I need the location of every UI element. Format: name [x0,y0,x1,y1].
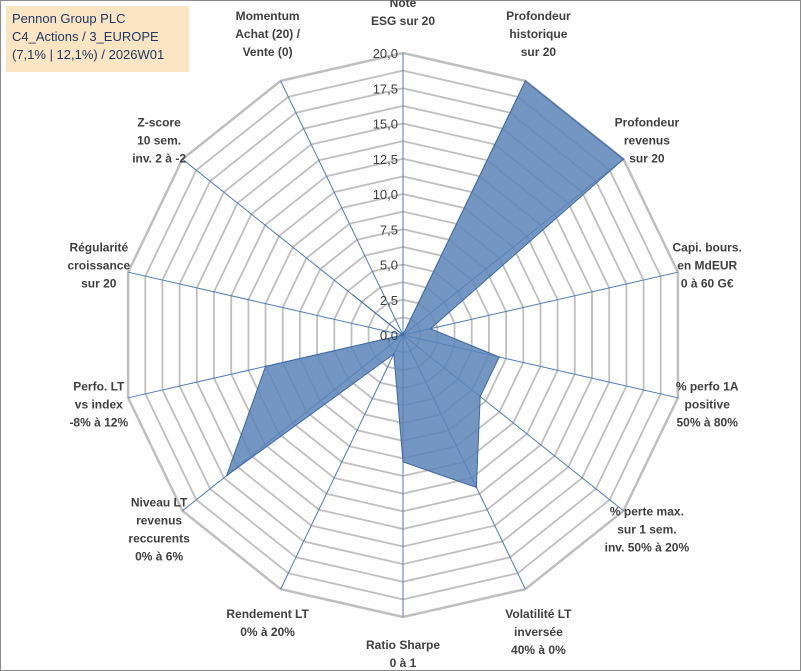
category-label-line: revenus [624,134,670,148]
tick-label: 2,5 [380,293,398,308]
category-label-line: Rendement LT [226,607,309,621]
tick-label: 7,5 [380,222,398,237]
category-label-line: ESG sur 20 [371,14,435,28]
data-point [225,474,228,477]
tick-label: 17,5 [373,81,398,96]
category-label: Momentum Achat (20) / Vente (0) [235,9,300,59]
series-area [225,80,625,489]
category-label-line: % perte max. [610,505,684,519]
data-point [393,353,395,355]
category-label-line: Z-score [137,116,181,130]
tick-label: 20,0 [373,46,398,61]
category-label-line: Capi. bours. [673,241,742,255]
category-label-line: vs index [75,397,123,411]
category-label-line: Achat (20) / [235,27,300,41]
category-label-line: 0 à 60 G€ [681,277,734,291]
axis-spoke [127,271,404,336]
data-point [352,294,355,297]
data-point [402,461,404,463]
category-label: % perfo 1A positive 50% à 80% [676,379,739,429]
category-label-line: sur 20 [81,277,117,291]
title-line-1: Pennon Group PLC [12,11,126,26]
data-point [475,486,478,489]
category-label-line: positive [685,397,731,411]
category-label-line: Profondeur [506,9,571,23]
axis-spoke [402,271,679,336]
category-label-line: reccurents [128,532,190,546]
category-label-line: Volatilité LT [505,607,572,621]
category-label-line: sur 20 [629,152,665,166]
category-label: Niveau LT revenus reccurents 0% à 6% [128,496,190,564]
data-point [498,356,501,358]
title-line-3: (7,1% | 12,1%) / 2026W01 [12,47,165,62]
category-label: Volatilité LT inversée 40% à 0% [505,607,572,657]
tick-label: 15,0 [373,117,398,132]
category-label-line: Profondeur [615,116,680,130]
title-line-2: C4_Actions / 3_EUROPE [12,29,159,44]
data-point [429,327,432,330]
category-label-line: 0% à 20% [240,625,295,639]
category-label-line: 10 sem. [137,134,181,148]
category-label: Rendement LT 0% à 20% [226,607,309,639]
series-layer [225,80,625,489]
category-label: Profondeur historique sur 20 [506,9,571,59]
category-label: % perte max. sur 1 sem. inv. 50% à 20% [605,505,690,555]
category-label-line: Niveau LT [131,496,188,510]
axis-spoke [280,80,404,336]
chart-title-box: Pennon Group PLC C4_Actions / 3_EUROPE (… [6,6,189,72]
category-label-line: 0 à 1 [390,656,417,670]
category-label: Ratio Sharpe 0 à 1 [366,638,440,670]
category-label-line: Perfo. LT [73,379,125,393]
tick-label: 5,0 [380,258,398,273]
axis-spoke [280,334,404,590]
category-label: Régularité croissance sur 20 [67,241,130,291]
category-label-line: sur 20 [521,45,557,59]
category-label-line: Note [390,0,417,10]
category-label-line: Régularité [69,241,128,255]
category-label-line: 0% à 6% [135,550,183,564]
category-label-line: 40% à 0% [511,643,566,657]
category-label: Profondeur revenus sur 20 [615,116,680,166]
tick-label: 10,0 [373,187,398,202]
data-point [402,334,404,336]
data-point [524,80,527,82]
category-label-line: inv. 50% à 20% [605,541,690,555]
tick-label: 12,5 [373,152,398,167]
category-label-line: sur 1 sem. [617,523,676,537]
category-label-line: 50% à 80% [677,415,739,429]
category-label-line: -8% à 12% [69,415,128,429]
category-label: Perfo. LT vs index -8% à 12% [69,379,128,429]
category-label: Z-score 10 sem. inv. 2 à -2 [132,116,186,166]
category-label-line: Momentum [236,9,300,23]
category-label-line: revenus [136,514,182,528]
category-label: Capi. bours. en MdEUR 0 à 60 G€ [673,241,742,291]
tick-labels: 0,0 2,5 5,0 7,5 10,0 12,5 15,0 17,5 20,0 [373,46,398,343]
category-label-line: en MdEUR [677,259,737,273]
category-labels: Note ESG sur 20 Profondeur historique sur 20… [67,0,741,670]
category-label-line: croissance [67,259,130,273]
category-label: Note ESG sur 20 [371,0,435,28]
data-point [264,365,267,368]
data-point [622,158,625,160]
category-label-line: Vente (0) [243,45,293,59]
data-point [479,395,482,398]
category-label-line: % perfo 1A [676,379,739,393]
category-label-line: Ratio Sharpe [366,638,440,652]
category-label-line: historique [509,27,567,41]
category-label-line: inv. 2 à -2 [132,152,186,166]
tick-label: 0,0 [380,328,398,343]
category-label-line: inversée [514,625,563,639]
